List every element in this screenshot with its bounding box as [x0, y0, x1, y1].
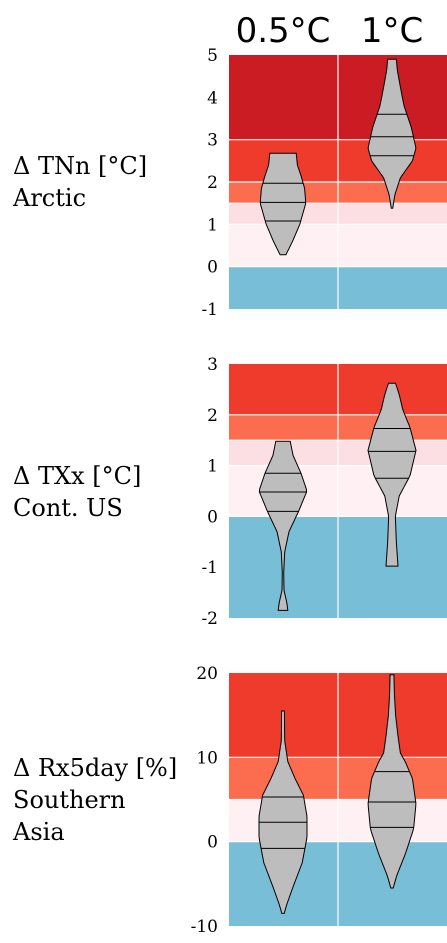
ytick-label-2-3: -10 [191, 917, 218, 937]
row-label-0-1: Arctic [12, 184, 86, 212]
ytick-label-0-0: 5 [207, 46, 218, 66]
ytick-label-0-5: 0 [207, 258, 218, 278]
ytick-label-1-2: 1 [207, 457, 218, 477]
ytick-label-0-6: -1 [201, 300, 218, 320]
ytick-label-2-1: 10 [196, 748, 218, 768]
violin-1-1 [367, 382, 417, 567]
column-header-1c: 1°C [361, 11, 423, 51]
row-label-1-0: Δ TXx [°C] [13, 462, 141, 490]
ytick-label-2-0: 20 [196, 664, 218, 684]
ytick-label-2-2: 0 [207, 833, 218, 853]
row-label-0-0: Δ TNn [°C] [13, 152, 147, 180]
row-label-2-2: Asia [12, 818, 65, 846]
violin-0-1 [367, 58, 417, 209]
violin-2-1 [367, 674, 417, 889]
ytick-label-1-3: 0 [207, 507, 218, 527]
ytick-label-0-2: 3 [207, 131, 218, 151]
ytick-label-1-4: -1 [201, 558, 218, 578]
ytick-label-0-1: 4 [207, 88, 218, 108]
ytick-label-1-1: 2 [207, 406, 218, 426]
ytick-label-1-0: 3 [207, 355, 218, 375]
ytick-label-0-4: 1 [207, 215, 218, 235]
violin-2-0 [258, 710, 308, 914]
ytick-label-1-5: -2 [201, 609, 218, 629]
violin-1-0 [258, 440, 308, 611]
row-label-2-1: Southern [13, 786, 126, 814]
column-header-0-5c: 0.5°C [236, 11, 331, 51]
violin-0-0 [259, 152, 307, 256]
row-label-1-1: Cont. US [13, 494, 123, 522]
ytick-label-0-3: 2 [207, 173, 218, 193]
row-label-2-0: Δ Rx5day [%] [13, 754, 177, 782]
